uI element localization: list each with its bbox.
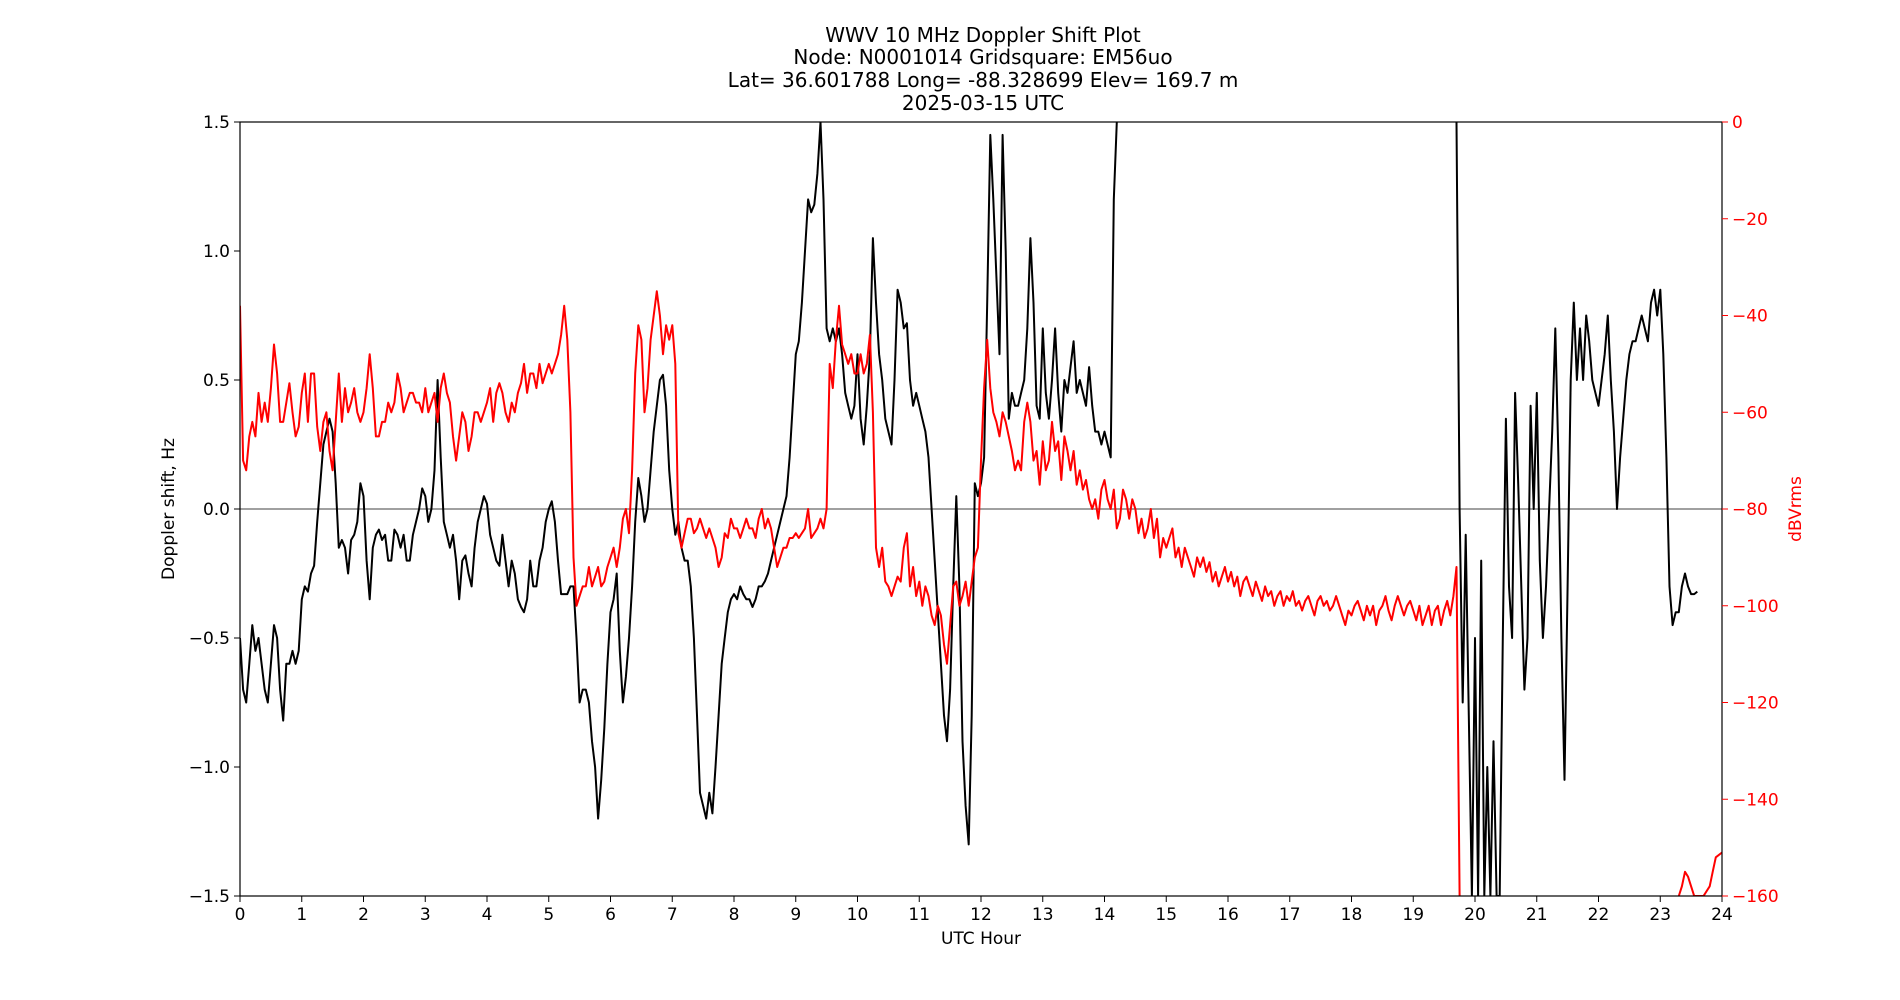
x-tick-label: 8 <box>729 905 740 925</box>
x-tick-label: 17 <box>1279 905 1301 925</box>
y2-tick-label: −100 <box>1732 597 1779 617</box>
y2-tick-label: −40 <box>1732 307 1768 327</box>
y-axis-label: Doppler shift, Hz <box>159 438 179 580</box>
y2-axis-ticks: −160 −140 −120 −100 −80 −60 −40 −20 0 <box>1722 113 1779 907</box>
x-tick-label: 16 <box>1217 905 1239 925</box>
y-tick-label: −1.0 <box>189 758 230 778</box>
title-line-2: Node: N0001014 Gridsquare: EM56uo <box>793 45 1172 69</box>
y2-tick-label: 0 <box>1732 113 1743 133</box>
power-line-2 <box>240 290 1461 896</box>
x-tick-label: 4 <box>482 905 493 925</box>
y-tick-label: 0.0 <box>203 500 230 520</box>
x-tick-label: 5 <box>543 905 554 925</box>
x-tick-label: 14 <box>1094 905 1116 925</box>
x-tick-label: 18 <box>1341 905 1363 925</box>
title-line-3: Lat= 36.601788 Long= -88.328699 Elev= 16… <box>728 68 1239 92</box>
y-tick-label: −1.5 <box>189 887 230 907</box>
y2-tick-label: −20 <box>1732 210 1768 230</box>
y-tick-label: 0.5 <box>203 371 230 391</box>
y2-tick-label: −160 <box>1732 887 1779 907</box>
x-tick-label: 7 <box>667 905 678 925</box>
x-tick-label: 12 <box>970 905 992 925</box>
y-tick-label: 1.0 <box>203 242 230 262</box>
x-tick-label: 13 <box>1032 905 1054 925</box>
x-axis-label: UTC Hour <box>941 929 1021 949</box>
y-tick-label: −0.5 <box>189 629 230 649</box>
y2-axis-label: dBVrms <box>1786 476 1806 542</box>
chart-title: WWV 10 MHz Doppler Shift Plot Node: N000… <box>728 23 1239 115</box>
x-tick-label: 21 <box>1526 905 1548 925</box>
series-group <box>240 122 1722 896</box>
title-line-4: 2025-03-15 UTC <box>902 91 1064 115</box>
x-tick-label: 3 <box>420 905 431 925</box>
x-tick-label: 1 <box>296 905 307 925</box>
y-tick-label: 1.5 <box>203 113 230 133</box>
x-tick-label: 2 <box>358 905 369 925</box>
x-tick-label: 24 <box>1711 905 1733 925</box>
x-tick-label: 22 <box>1588 905 1610 925</box>
y2-tick-label: −140 <box>1732 790 1779 810</box>
x-tick-label: 6 <box>605 905 616 925</box>
y2-tick-label: −60 <box>1732 403 1768 423</box>
x-tick-label: 0 <box>235 905 246 925</box>
x-tick-label: 9 <box>790 905 801 925</box>
y2-tick-label: −80 <box>1732 500 1768 520</box>
title-line-1: WWV 10 MHz Doppler Shift Plot <box>825 23 1141 47</box>
x-tick-label: 19 <box>1402 905 1424 925</box>
x-tick-label: 15 <box>1155 905 1177 925</box>
y2-tick-label: −120 <box>1732 694 1779 714</box>
x-tick-label: 23 <box>1649 905 1671 925</box>
x-tick-label: 20 <box>1464 905 1486 925</box>
x-tick-label: 10 <box>847 905 869 925</box>
doppler-line-1 <box>1455 122 1698 896</box>
x-axis-ticks: 0 1 2 3 4 5 6 7 8 9 10 11 12 13 14 15 16 17 18 19 20 21 22 23 24 <box>235 896 1733 925</box>
power-line-3 <box>1677 851 1722 896</box>
x-tick-label: 11 <box>908 905 930 925</box>
y-axis-ticks: −1.5 −1.0 −0.5 0.0 0.5 1.0 1.5 <box>189 113 240 907</box>
